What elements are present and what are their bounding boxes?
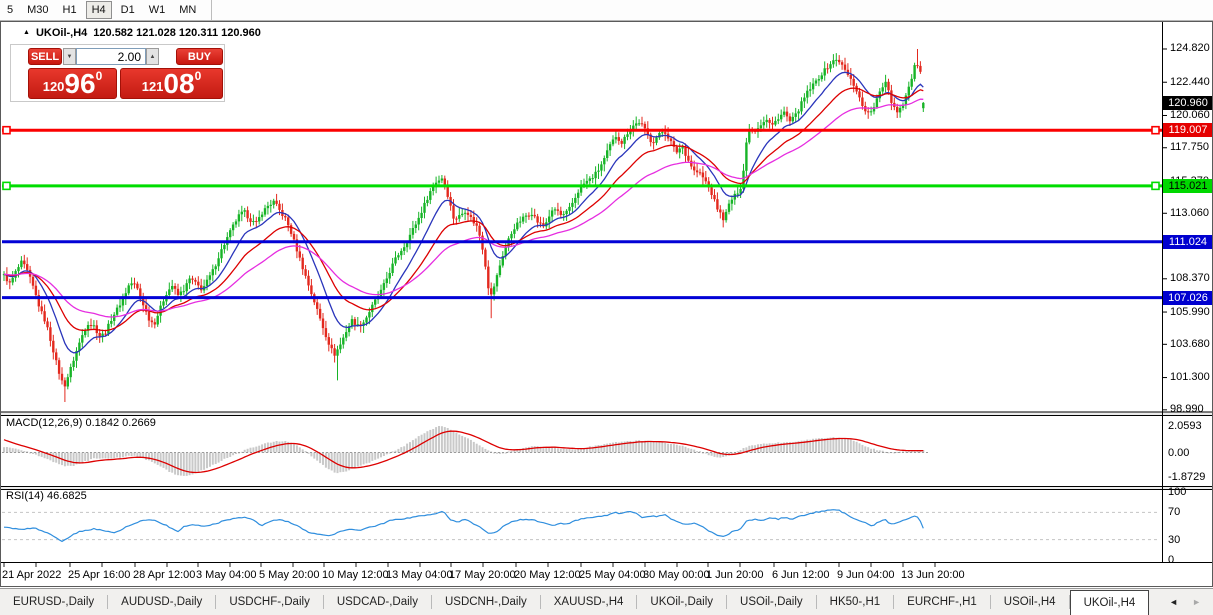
- buy-price-button[interactable]: 121 08 0: [120, 68, 223, 99]
- rsi-axis-label: 70: [1168, 506, 1181, 519]
- chart-tab-usdcad-daily[interactable]: USDCAD-,Daily: [336, 596, 418, 608]
- tabs-scroll-left-icon[interactable]: ◄: [1169, 597, 1179, 607]
- tab-separator: [322, 595, 324, 609]
- price-axis-label: 101.300: [1170, 371, 1210, 384]
- timeframe-toolbar: 5 M30 H1 H4 D1 W1 MN: [0, 0, 1213, 21]
- macd-axis-label: -1.8729: [1168, 470, 1206, 483]
- date-axis-label[interactable]: 30 May 00:00: [643, 569, 710, 581]
- date-axis-label[interactable]: 25 May 04:00: [579, 569, 646, 581]
- rsi-axis-label: 30: [1168, 533, 1181, 546]
- price-axis-label: 103.680: [1170, 337, 1210, 350]
- date-axis-label[interactable]: 6 Jun 12:00: [772, 569, 830, 581]
- date-axis-label[interactable]: 21 Apr 2022: [2, 569, 62, 581]
- timeframe-button-m30[interactable]: M30: [27, 4, 49, 16]
- sell-price-big: 96: [64, 68, 96, 99]
- date-axis-label[interactable]: 13 Jun 20:00: [901, 569, 965, 581]
- date-axis-label[interactable]: 20 May 12:00: [514, 569, 581, 581]
- chart-tab-ukoil-h4[interactable]: UKOil-,H4: [1069, 590, 1150, 615]
- price-axis-label: 122.440: [1170, 75, 1210, 88]
- chart-tab-usdchf-daily[interactable]: USDCHF-,Daily: [229, 596, 310, 608]
- date-axis-label[interactable]: 17 May 20:00: [449, 569, 516, 581]
- volume-decrease-button[interactable]: ▼: [63, 48, 76, 65]
- price-axis-label: 117.750: [1170, 141, 1209, 154]
- symbol-ohlc-values: 120.582 121.028 120.311 120.960: [93, 27, 261, 39]
- timeframe-button-w1[interactable]: W1: [148, 4, 166, 16]
- tabs-scroll-right-icon[interactable]: ►: [1192, 597, 1201, 607]
- sell-price-button[interactable]: 120 96 0: [28, 68, 117, 99]
- chart-tab-eurusd-daily[interactable]: EURUSD-,Daily: [13, 596, 95, 608]
- price-axis-label: 108.370: [1170, 272, 1210, 285]
- price-axis-label: 98.990: [1170, 403, 1204, 416]
- sell-button[interactable]: SELL: [28, 48, 62, 65]
- buy-price-prefix: 121: [141, 79, 164, 94]
- buy-price-sup: 0: [194, 69, 202, 83]
- tab-separator: [893, 595, 895, 609]
- rsi-axis-label: 0: [1168, 554, 1175, 566]
- date-axis-label[interactable]: 1 Jun 20:00: [706, 569, 764, 581]
- symbol-info: ▲ UKOil-,H4 120.582 121.028 120.311 120.…: [23, 27, 261, 39]
- price-axis-label: 124.820: [1170, 42, 1210, 55]
- date-axis-label[interactable]: 10 May 12:00: [322, 569, 389, 581]
- price-axis-label: 105.990: [1170, 305, 1210, 318]
- tab-separator: [430, 595, 432, 609]
- price-axis-label: 113.060: [1170, 206, 1209, 219]
- macd-axis-label: 0.00: [1168, 446, 1190, 459]
- tab-scroll-arrows: ◄ ►: [1157, 589, 1213, 615]
- timeframe-button-d1[interactable]: D1: [120, 4, 135, 16]
- timeframe-button-mn[interactable]: MN: [179, 4, 197, 16]
- date-axis-label[interactable]: 13 May 04:00: [386, 569, 453, 581]
- symbol-title: UKOil-,H4: [35, 27, 88, 39]
- tab-separator: [815, 595, 817, 609]
- buy-button[interactable]: BUY: [176, 48, 223, 65]
- sell-price-sup: 0: [95, 69, 103, 83]
- volume-increase-button[interactable]: ▲: [146, 48, 159, 65]
- price-badge-119.007: 119.007: [1163, 123, 1213, 138]
- date-axis-label[interactable]: 9 Jun 04:00: [837, 569, 895, 581]
- price-badge-111.024: 111.024: [1163, 234, 1213, 249]
- chart-tab-xauusd-h4[interactable]: XAUUSD-,H4: [553, 596, 624, 608]
- date-axis-label[interactable]: 25 Apr 16:00: [68, 569, 131, 581]
- tab-separator: [636, 595, 638, 609]
- timeframe-button-h1[interactable]: H1: [62, 4, 77, 16]
- chart-tab-audusd-daily[interactable]: AUDUSD-,Daily: [121, 596, 203, 608]
- chart-tab-usdcnh-daily[interactable]: USDCNH-,Daily: [444, 596, 527, 608]
- rsi-caption: RSI(14) 46.6825: [6, 490, 87, 502]
- chart-tab-ukoil-daily[interactable]: UKOil-,Daily: [650, 596, 714, 608]
- chart-tabs-bar: EURUSD-,Daily AUDUSD-,Daily USDCHF-,Daily U…: [0, 588, 1213, 615]
- tab-separator: [1068, 595, 1070, 609]
- rsi-axis-label: 100: [1168, 486, 1187, 498]
- tab-separator: [107, 595, 109, 609]
- tab-separator: [989, 595, 991, 609]
- timeframe-button-5[interactable]: 5: [7, 4, 14, 16]
- date-axis-label[interactable]: 3 May 04:00: [196, 569, 257, 581]
- price-badge-120.960: 120.960: [1163, 95, 1213, 110]
- price-badge-115.021: 115.021: [1163, 178, 1213, 193]
- toolbar-separator: [211, 0, 213, 20]
- chart-tab-hk50-h1[interactable]: HK50-,H1: [829, 596, 881, 608]
- macd-caption: MACD(12,26,9) 0.1842 0.2669: [6, 417, 156, 429]
- chart-tab-usoil-h4[interactable]: USOil-,H4: [1003, 596, 1056, 608]
- date-axis-label[interactable]: 28 Apr 12:00: [133, 569, 196, 581]
- price-badge-107.026: 107.026: [1163, 290, 1213, 305]
- sell-price-prefix: 120: [42, 79, 65, 94]
- timeframe-button-h4[interactable]: H4: [85, 1, 112, 19]
- tab-separator: [726, 595, 728, 609]
- date-axis-label[interactable]: 5 May 20:00: [259, 569, 320, 581]
- tab-separator: [215, 595, 217, 609]
- collapse-arrow-icon[interactable]: ▲: [23, 28, 30, 36]
- buy-price-big: 08: [163, 68, 195, 99]
- chart-tab-eurchf-h1[interactable]: EURCHF-,H1: [907, 596, 977, 608]
- volume-input[interactable]: [76, 48, 146, 65]
- macd-axis-label: 2.0593: [1168, 419, 1202, 432]
- tab-separator: [539, 595, 541, 609]
- price-axis-label: 120.060: [1170, 108, 1210, 121]
- chart-tab-usoil-daily[interactable]: USOil-,Daily: [740, 596, 803, 608]
